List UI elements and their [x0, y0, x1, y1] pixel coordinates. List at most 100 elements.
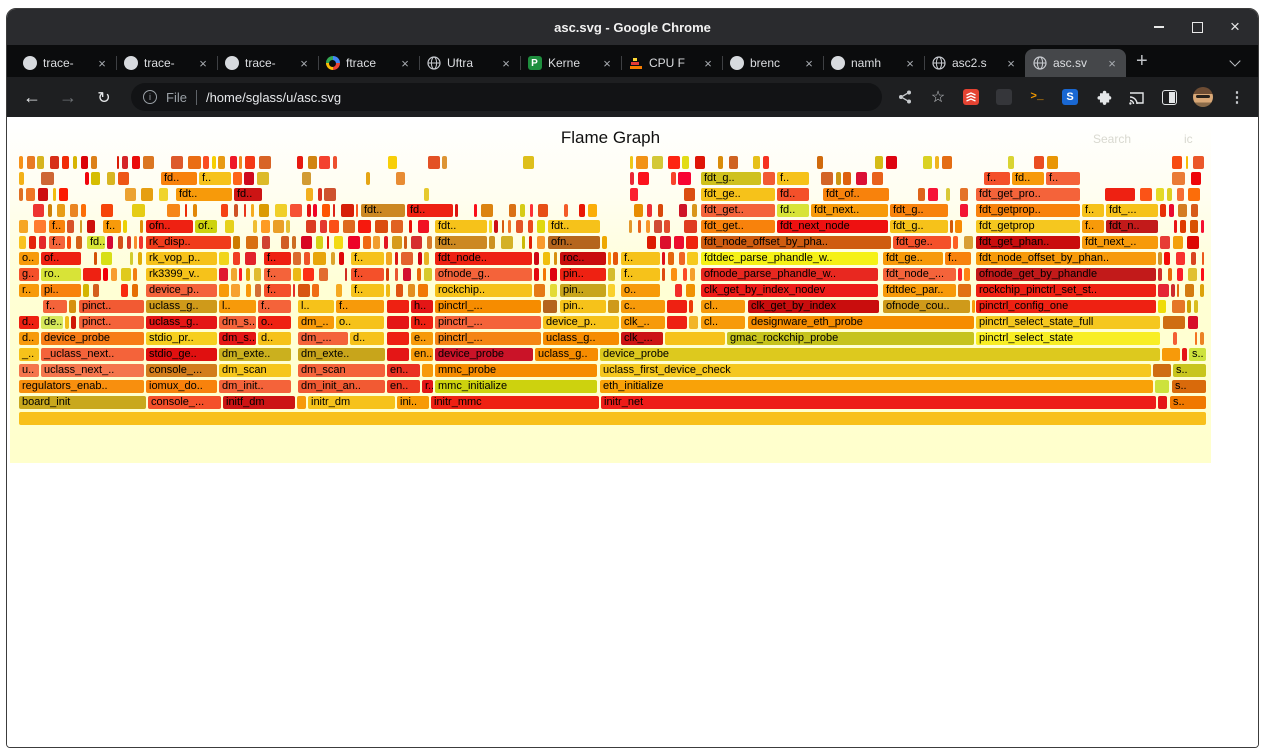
flame-frame[interactable] [928, 188, 938, 201]
tab-uftra[interactable]: Uftra [419, 49, 520, 77]
flame-frame[interactable] [543, 252, 550, 265]
flame-frame[interactable] [259, 204, 269, 217]
flame-frame[interactable]: ini.. [397, 396, 429, 409]
flame-frame[interactable]: f.. [49, 220, 65, 233]
flame-frame[interactable]: dm_s.. [219, 332, 256, 345]
tab-namh[interactable]: namh [823, 49, 924, 77]
flame-frame[interactable] [19, 188, 23, 201]
flame-frame[interactable] [363, 236, 371, 249]
flame-frame[interactable] [94, 252, 97, 265]
flame-frame[interactable] [293, 252, 301, 265]
flame-frame[interactable] [613, 252, 618, 265]
flame-frame[interactable] [303, 268, 314, 281]
flame-frame[interactable] [26, 188, 35, 201]
flame-frame[interactable] [387, 332, 409, 345]
flame-frame[interactable] [675, 284, 682, 297]
flame-frame[interactable] [1158, 268, 1162, 281]
new-tab-button[interactable] [1136, 51, 1148, 71]
flame-frame[interactable]: o.. [19, 252, 39, 265]
flame-frame[interactable] [668, 156, 680, 169]
flame-frame[interactable] [329, 220, 339, 233]
flame-frame[interactable]: fdt_getprop.. [976, 204, 1080, 217]
flame-frame[interactable] [219, 252, 229, 265]
flame-frame[interactable]: mmc_probe [435, 364, 597, 377]
flame-frame[interactable] [231, 268, 237, 281]
flame-frame[interactable] [543, 268, 546, 281]
flame-frame[interactable]: clk_get_by_index [748, 300, 879, 313]
flame-frame[interactable] [19, 156, 23, 169]
flame-frame[interactable] [395, 252, 398, 265]
flame-frame[interactable] [373, 236, 380, 249]
flame-frame[interactable] [273, 220, 284, 233]
flame-frame[interactable] [964, 236, 973, 249]
forward-button[interactable] [55, 87, 81, 108]
flame-frame[interactable] [91, 156, 97, 169]
flame-frame[interactable] [1155, 380, 1169, 393]
flame-frame[interactable] [530, 204, 533, 217]
flame-frame[interactable] [225, 220, 234, 233]
flame-frame[interactable] [334, 236, 343, 249]
flame-frame[interactable] [251, 204, 254, 217]
flame-frame[interactable] [132, 204, 145, 217]
flame-frame[interactable] [69, 300, 76, 313]
flame-frame[interactable] [297, 156, 303, 169]
flame-frame[interactable]: stdio_pr.. [146, 332, 217, 345]
flame-frame[interactable] [257, 172, 269, 185]
flame-frame[interactable]: pinctrl_... [435, 300, 541, 313]
flame-frame[interactable] [520, 204, 525, 217]
flame-frame[interactable]: fdt_... [1106, 204, 1158, 217]
tab-trace[interactable]: trace- [217, 49, 318, 77]
tab-brenc[interactable]: brenc [722, 49, 823, 77]
flame-frame[interactable]: rockchip_pinctrl_set_st.. [976, 284, 1156, 297]
flame-frame[interactable] [686, 236, 698, 249]
flame-frame[interactable]: cl.. [701, 300, 745, 313]
flame-frame[interactable] [972, 300, 975, 313]
flame-frame[interactable] [139, 236, 143, 249]
flame-frame[interactable] [1164, 252, 1170, 265]
flame-frame[interactable] [118, 172, 129, 185]
flame-frame[interactable] [301, 236, 312, 249]
flame-frame[interactable] [331, 252, 335, 265]
flame-frame[interactable] [1163, 316, 1185, 329]
flame-frame[interactable]: dm_scan [219, 364, 291, 377]
flame-frame[interactable] [239, 156, 242, 169]
flame-frame[interactable]: clk_... [621, 332, 663, 345]
flame-frame[interactable] [333, 204, 335, 217]
flame-frame[interactable]: device_probe [41, 332, 144, 345]
flame-frame[interactable] [244, 172, 254, 185]
flame-frame[interactable] [123, 220, 127, 233]
flame-frame[interactable]: roc.. [560, 252, 606, 265]
flame-frame[interactable] [81, 204, 86, 217]
flame-frame[interactable] [391, 220, 403, 233]
flame-frame[interactable] [322, 204, 330, 217]
flame-frame[interactable] [1201, 268, 1204, 281]
flame-frame[interactable]: rk_vop_p.. [146, 252, 217, 265]
flame-frame[interactable]: ofnode_cou.. [883, 300, 970, 313]
flame-frame[interactable] [678, 172, 691, 185]
flame-frame[interactable]: g.. [19, 268, 39, 281]
flame-frame[interactable]: rockchip.. [435, 284, 532, 297]
flame-frame[interactable]: clk_.. [621, 316, 665, 329]
flame-frame[interactable] [630, 156, 633, 169]
flame-frame[interactable] [1173, 236, 1183, 249]
flame-frame[interactable] [297, 396, 306, 409]
flame-frame[interactable] [489, 220, 492, 233]
flame-frame[interactable]: ofnode_get_by_phandle [976, 268, 1156, 281]
flame-frame[interactable] [33, 204, 44, 217]
flame-frame[interactable] [333, 156, 337, 169]
flame-frame[interactable] [233, 236, 240, 249]
flame-frame[interactable] [1158, 396, 1167, 409]
flame-frame[interactable] [292, 236, 296, 249]
flame-frame[interactable]: pinctrl_select_state_full [976, 316, 1160, 329]
flame-frame[interactable] [953, 236, 958, 249]
flame-frame[interactable] [318, 188, 322, 201]
flame-frame[interactable] [481, 204, 493, 217]
flame-frame[interactable] [667, 300, 687, 313]
flame-frame[interactable] [118, 236, 123, 249]
flame-frame[interactable]: fdt_node.. [435, 252, 532, 265]
flame-frame[interactable] [1200, 284, 1204, 297]
flame-frame[interactable] [403, 268, 411, 281]
flame-frame[interactable] [1172, 156, 1182, 169]
flame-frame[interactable] [254, 268, 261, 281]
flame-frame[interactable]: rk3399_v.. [146, 268, 217, 281]
